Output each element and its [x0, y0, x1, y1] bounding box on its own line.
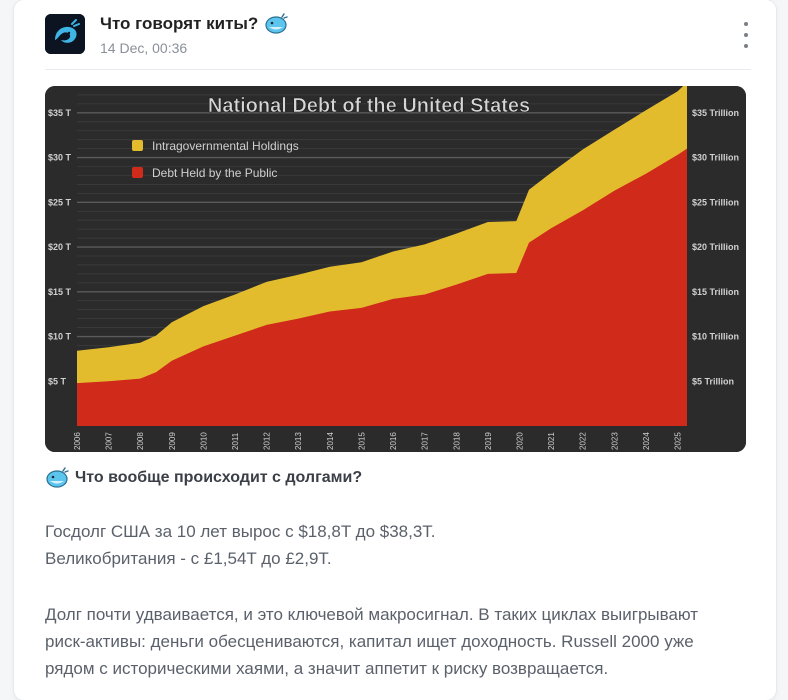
post-subheading: Что вообще происходит с долгами?: [45, 467, 362, 489]
x-tick-label: 2025: [674, 432, 683, 450]
y-tick-label-left: $30 T: [48, 153, 72, 163]
chart-legend: Intragovernmental Holdings Debt Held by …: [132, 139, 299, 180]
whale-emoji-icon: [265, 13, 289, 34]
debt-chart-image[interactable]: $5 T $10 T $15 T $20 T $25 T $30 T $35 T $5 Tr…: [45, 86, 746, 452]
x-tick-label: 2010: [199, 432, 208, 450]
post-card: Что говорят киты? 14 Dec, 00:36 $5 T $10 …: [14, 0, 776, 700]
chart-title: National Debt of the United States: [208, 95, 530, 117]
x-tick-label: 2007: [105, 432, 114, 450]
x-tick-label: 2018: [452, 432, 461, 450]
legend-label-public: Debt Held by the Public: [152, 166, 277, 180]
y-tick-label-right: $25 Trillion: [692, 197, 739, 207]
x-tick-label: 2020: [515, 432, 524, 450]
more-options-button[interactable]: [738, 22, 754, 48]
y-tick-label-right: $35 Trillion: [692, 108, 739, 118]
y-tick-label-right: $15 Trillion: [692, 287, 739, 297]
x-tick-label: 2008: [136, 432, 145, 450]
subheading-text: Что вообще происходит с долгами?: [75, 469, 363, 486]
x-tick-label: 2016: [389, 432, 398, 450]
x-tick-label: 2014: [326, 432, 335, 450]
whale-emoji-icon: [46, 467, 69, 488]
channel-title[interactable]: Что говорят киты?: [100, 14, 259, 33]
x-tick-label: 2009: [168, 432, 177, 450]
x-tick-label: 2013: [294, 432, 303, 450]
legend-swatch-intragov: [132, 140, 143, 151]
x-tick-label: 2012: [263, 432, 272, 450]
x-tick-label: 2011: [231, 432, 240, 450]
y-tick-label-left: $25 T: [48, 197, 72, 207]
x-tick-label: 2015: [357, 432, 366, 450]
y-tick-label-left: $35 T: [48, 108, 72, 118]
y-tick-label-left: $20 T: [48, 242, 72, 252]
legend-swatch-public: [132, 167, 143, 178]
y-tick-label-right: $10 Trillion: [692, 332, 739, 342]
y-tick-label-left: $15 T: [48, 287, 72, 297]
paragraph-line: Госдолг США за 10 лет вырос с $18,8T до …: [45, 522, 436, 541]
header-divider: [45, 69, 751, 70]
y-tick-label-right: $20 Trillion: [692, 242, 739, 252]
x-tick-label: 2023: [610, 432, 619, 450]
legend-label-intragov: Intragovernmental Holdings: [152, 139, 299, 153]
x-tick-label: 2017: [421, 432, 430, 450]
channel-avatar[interactable]: [45, 14, 85, 54]
more-vertical-icon: [744, 22, 748, 26]
post-timestamp: 14 Dec, 00:36: [100, 40, 188, 56]
y-tick-label-right: $30 Trillion: [692, 153, 739, 163]
paragraph-line: Великобритания - с £1,54T до £2,9T.: [45, 549, 332, 568]
y-tick-label-left: $5 T: [48, 376, 67, 386]
x-tick-label: 2021: [547, 432, 556, 450]
post-header: Что говорят киты?: [100, 13, 289, 35]
paragraph-line: Долг почти удваивается, и это ключевой м…: [45, 605, 699, 624]
debt-chart: $5 T $10 T $15 T $20 T $25 T $30 T $35 T $5 Tr…: [45, 86, 746, 452]
whale-logo-icon: [45, 14, 85, 54]
x-tick-label: 2024: [642, 432, 651, 450]
y-tick-label-left: $10 T: [48, 332, 72, 342]
paragraph-line: рядом с историческими хаями, а значит ап…: [45, 659, 609, 678]
x-tick-label: 2006: [73, 432, 82, 450]
x-tick-label: 2019: [484, 432, 493, 450]
y-tick-label-right: $5 Trillion: [692, 376, 734, 386]
area-debt-held-by-public: [77, 148, 687, 426]
x-tick-label: 2022: [579, 432, 588, 450]
paragraph-line: риск-активы: деньги обесцениваются, капи…: [45, 632, 694, 651]
